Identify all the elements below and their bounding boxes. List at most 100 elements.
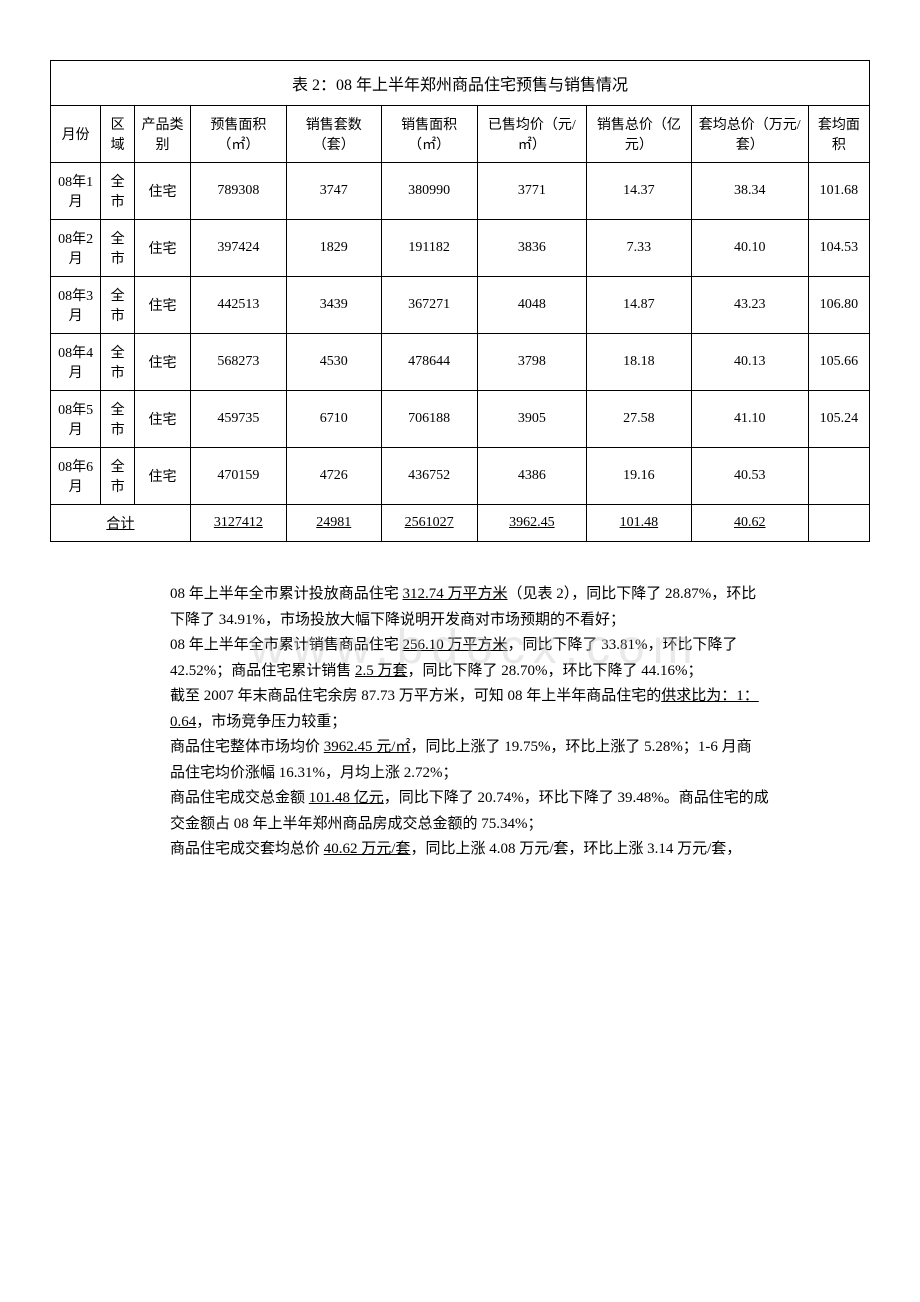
table-row: 08年3月 全市 住宅 442513 3439 367271 4048 14.8… [51, 277, 870, 334]
text: 截至 2007 年末商品住宅余房 87.73 万平方米，可知 08 年上半年商品… [170, 688, 661, 704]
cell-total: 14.87 [586, 277, 691, 334]
table-row: 08年4月 全市 住宅 568273 4530 478644 3798 18.1… [51, 334, 870, 391]
para-5b: 交金额占 08 年上半年郑州商品房成交总金额的 75.34%； [170, 812, 850, 838]
cell-area: 706188 [381, 391, 477, 448]
cell-type: 住宅 [135, 163, 191, 220]
cell-total: 27.58 [586, 391, 691, 448]
cell-presale: 397424 [190, 220, 286, 277]
cell-month: 08年2月 [51, 220, 101, 277]
data-table: 表 2：08 年上半年郑州商品住宅预售与销售情况 月份 区域 产品类别 预售面积… [50, 60, 870, 542]
totals-avg-value: 40.62 [691, 505, 808, 542]
table-row: 08年2月 全市 住宅 397424 1829 191182 3836 7.33… [51, 220, 870, 277]
cell-units: 3747 [286, 163, 381, 220]
cell-avg-value: 41.10 [691, 391, 808, 448]
totals-avg-area [808, 505, 869, 542]
col-header: 预售面积（㎡） [190, 106, 286, 163]
text: ，同比下降了 33.81%，环比下降了 [508, 637, 738, 653]
para-1b: 下降了 34.91%，市场投放大幅下降说明开发商对市场预期的不看好； [170, 608, 850, 634]
cell-units: 1829 [286, 220, 381, 277]
cell-type: 住宅 [135, 391, 191, 448]
text: 商品住宅整体市场均价 [170, 739, 324, 755]
cell-presale: 789308 [190, 163, 286, 220]
col-header: 月份 [51, 106, 101, 163]
cell-region: 全市 [101, 334, 135, 391]
cell-region: 全市 [101, 163, 135, 220]
cell-region: 全市 [101, 277, 135, 334]
text: ，市场竞争压力较重； [196, 714, 346, 730]
table-totals-row: 合计 3127412 24981 2561027 3962.45 101.48 … [51, 505, 870, 542]
cell-avg-value: 40.53 [691, 448, 808, 505]
text: 08 年上半年全市累计投放商品住宅 [170, 586, 403, 602]
cell-price: 3836 [477, 220, 586, 277]
text-underline: 2.5 万套 [355, 663, 408, 679]
col-header: 产品类别 [135, 106, 191, 163]
cell-total: 14.37 [586, 163, 691, 220]
text: ，同比下降了 28.70%，环比下降了 44.16%； [408, 663, 703, 679]
body-text: 08 年上半年全市累计投放商品住宅 312.74 万平方米（见表 2），同比下降… [50, 582, 870, 863]
cell-avg-value: 40.10 [691, 220, 808, 277]
cell-total: 19.16 [586, 448, 691, 505]
cell-units: 3439 [286, 277, 381, 334]
text: ，同比下降了 20.74%，环比下降了 39.48%。商品住宅的成 [384, 790, 769, 806]
cell-avg-area: 101.68 [808, 163, 869, 220]
col-header: 已售均价（元/㎡） [477, 106, 586, 163]
cell-price: 3798 [477, 334, 586, 391]
cell-price: 4386 [477, 448, 586, 505]
totals-total: 101.48 [586, 505, 691, 542]
text-underline: 3962.45 元/㎡ [324, 739, 411, 755]
text: 42.52%；商品住宅累计销售 [170, 663, 355, 679]
text: ，同比上涨了 19.75%，环比上涨了 5.28%；1-6 月商 [410, 739, 751, 755]
para-4b: 品住宅均价涨幅 16.31%，月均上涨 2.72%； [170, 761, 850, 787]
cell-avg-value: 38.34 [691, 163, 808, 220]
cell-presale: 459735 [190, 391, 286, 448]
text-underline: 101.48 亿元 [309, 790, 384, 806]
cell-avg-area: 106.80 [808, 277, 869, 334]
col-header: 区域 [101, 106, 135, 163]
cell-type: 住宅 [135, 334, 191, 391]
cell-type: 住宅 [135, 220, 191, 277]
cell-month: 08年6月 [51, 448, 101, 505]
para-5: 商品住宅成交总金额 101.48 亿元，同比下降了 20.74%，环比下降了 3… [170, 786, 850, 812]
cell-price: 4048 [477, 277, 586, 334]
para-2b: 42.52%；商品住宅累计销售 2.5 万套，同比下降了 28.70%，环比下降… [170, 659, 850, 685]
cell-region: 全市 [101, 220, 135, 277]
text-underline: 312.74 万平方米 [403, 586, 508, 602]
cell-area: 367271 [381, 277, 477, 334]
table-row: 08年5月 全市 住宅 459735 6710 706188 3905 27.5… [51, 391, 870, 448]
para-3b: 0.64，市场竞争压力较重； [170, 710, 850, 736]
cell-month: 08年4月 [51, 334, 101, 391]
cell-total: 18.18 [586, 334, 691, 391]
text-underline: 256.10 万平方米 [403, 637, 508, 653]
para-4: 商品住宅整体市场均价 3962.45 元/㎡，同比上涨了 19.75%，环比上涨… [170, 735, 850, 761]
text-underline: 供求比为：1： [661, 688, 759, 704]
cell-type: 住宅 [135, 277, 191, 334]
cell-type: 住宅 [135, 448, 191, 505]
cell-area: 436752 [381, 448, 477, 505]
cell-area: 191182 [381, 220, 477, 277]
cell-region: 全市 [101, 391, 135, 448]
cell-presale: 568273 [190, 334, 286, 391]
para-6: 商品住宅成交套均总价 40.62 万元/套，同比上涨 4.08 万元/套，环比上… [170, 837, 850, 863]
text: （见表 2），同比下降了 28.87%，环比 [508, 586, 757, 602]
cell-area: 380990 [381, 163, 477, 220]
cell-avg-value: 40.13 [691, 334, 808, 391]
cell-area: 478644 [381, 334, 477, 391]
text: 08 年上半年全市累计销售商品住宅 [170, 637, 403, 653]
cell-avg-value: 43.23 [691, 277, 808, 334]
text: 商品住宅成交套均总价 [170, 841, 324, 857]
cell-month: 08年3月 [51, 277, 101, 334]
table-title: 表 2：08 年上半年郑州商品住宅预售与销售情况 [51, 61, 870, 106]
table-row: 08年1月 全市 住宅 789308 3747 380990 3771 14.3… [51, 163, 870, 220]
cell-avg-area: 105.24 [808, 391, 869, 448]
para-3: 截至 2007 年末商品住宅余房 87.73 万平方米，可知 08 年上半年商品… [170, 684, 850, 710]
totals-price: 3962.45 [477, 505, 586, 542]
cell-units: 4530 [286, 334, 381, 391]
cell-region: 全市 [101, 448, 135, 505]
text: 商品住宅成交总金额 [170, 790, 309, 806]
cell-price: 3905 [477, 391, 586, 448]
text-underline: 0.64 [170, 714, 196, 730]
cell-month: 08年5月 [51, 391, 101, 448]
cell-avg-area [808, 448, 869, 505]
cell-total: 7.33 [586, 220, 691, 277]
cell-avg-area: 104.53 [808, 220, 869, 277]
